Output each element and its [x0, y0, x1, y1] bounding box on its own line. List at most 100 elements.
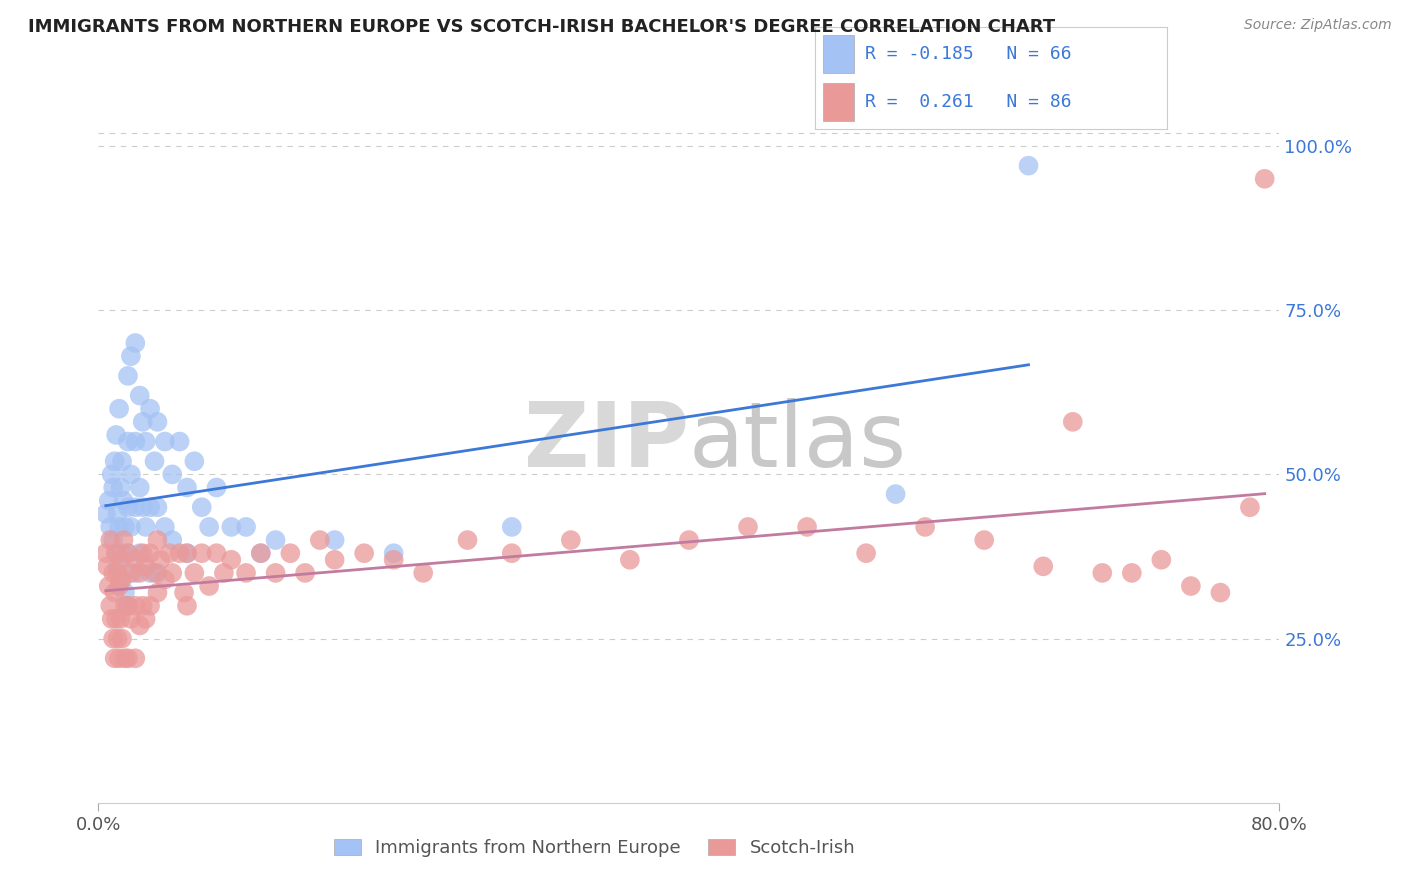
Point — [914, 520, 936, 534]
Point — [108, 520, 131, 534]
Point — [146, 585, 169, 599]
Text: R =  0.261   N = 86: R = 0.261 N = 86 — [865, 93, 1071, 111]
Point — [135, 612, 157, 626]
Point — [162, 533, 183, 547]
Point — [169, 546, 191, 560]
Point — [619, 553, 641, 567]
Point — [205, 546, 228, 560]
Point — [198, 579, 221, 593]
Point — [98, 520, 121, 534]
Text: R = -0.185   N = 66: R = -0.185 N = 66 — [865, 45, 1071, 63]
Point — [108, 579, 131, 593]
Point — [139, 401, 162, 416]
Point — [212, 566, 235, 580]
Point — [884, 487, 907, 501]
Point — [294, 566, 316, 580]
Point — [112, 493, 135, 508]
Point — [1180, 579, 1202, 593]
Point — [111, 632, 134, 646]
Point — [128, 546, 150, 560]
Point — [157, 546, 180, 560]
Point — [114, 599, 136, 613]
Point — [100, 612, 122, 626]
Point — [153, 520, 176, 534]
Point — [108, 651, 131, 665]
Point — [1150, 553, 1173, 567]
Point — [1062, 415, 1084, 429]
Point — [103, 533, 125, 547]
Point — [1032, 559, 1054, 574]
Point — [135, 434, 157, 449]
Point — [353, 546, 375, 560]
Point — [1018, 159, 1040, 173]
Point — [103, 566, 125, 580]
Point — [221, 520, 243, 534]
Point — [120, 612, 142, 626]
Point — [96, 559, 118, 574]
Point — [108, 401, 131, 416]
Point — [104, 585, 127, 599]
Point — [855, 546, 877, 560]
Point — [120, 520, 142, 534]
Point — [110, 612, 132, 626]
Point — [132, 599, 155, 613]
Point — [1209, 585, 1232, 599]
Point — [139, 566, 162, 580]
Point — [124, 553, 146, 567]
Point — [176, 546, 198, 560]
Point — [264, 566, 287, 580]
Point — [250, 546, 273, 560]
Point — [114, 651, 136, 665]
Point — [124, 434, 146, 449]
Point — [221, 553, 243, 567]
Point — [124, 599, 146, 613]
Point — [143, 454, 166, 468]
Point — [737, 520, 759, 534]
Legend: Immigrants from Northern Europe, Scotch-Irish: Immigrants from Northern Europe, Scotch-… — [325, 830, 865, 866]
Point — [117, 546, 139, 560]
Point — [1091, 566, 1114, 580]
Point — [191, 500, 214, 515]
Point — [1239, 500, 1261, 515]
Point — [457, 533, 479, 547]
Point — [97, 493, 120, 508]
Point — [191, 546, 214, 560]
FancyBboxPatch shape — [823, 35, 853, 73]
Point — [124, 566, 146, 580]
Point — [146, 533, 169, 547]
Point — [105, 612, 128, 626]
Point — [183, 454, 205, 468]
Point — [309, 533, 332, 547]
Point — [501, 546, 523, 560]
Point — [105, 428, 128, 442]
Point — [100, 467, 122, 482]
Point — [323, 533, 346, 547]
Point — [382, 553, 405, 567]
Point — [124, 500, 146, 515]
Point — [143, 566, 166, 580]
Point — [97, 579, 120, 593]
Point — [117, 599, 139, 613]
Point — [107, 507, 129, 521]
Point — [132, 500, 155, 515]
Point — [132, 415, 155, 429]
Point — [98, 533, 121, 547]
Point — [169, 434, 191, 449]
Point — [205, 481, 228, 495]
Point — [139, 599, 162, 613]
Point — [110, 573, 132, 587]
Text: IMMIGRANTS FROM NORTHERN EUROPE VS SCOTCH-IRISH BACHELOR'S DEGREE CORRELATION CH: IMMIGRANTS FROM NORTHERN EUROPE VS SCOTC… — [28, 18, 1056, 36]
Point — [105, 546, 128, 560]
Point — [176, 546, 198, 560]
Text: ZIP: ZIP — [524, 398, 689, 485]
Point — [146, 500, 169, 515]
Point — [501, 520, 523, 534]
Point — [107, 632, 129, 646]
Point — [128, 566, 150, 580]
Point — [1121, 566, 1143, 580]
Point — [173, 585, 195, 599]
Point — [135, 520, 157, 534]
Point — [120, 349, 142, 363]
Point — [128, 481, 150, 495]
Point — [796, 520, 818, 534]
